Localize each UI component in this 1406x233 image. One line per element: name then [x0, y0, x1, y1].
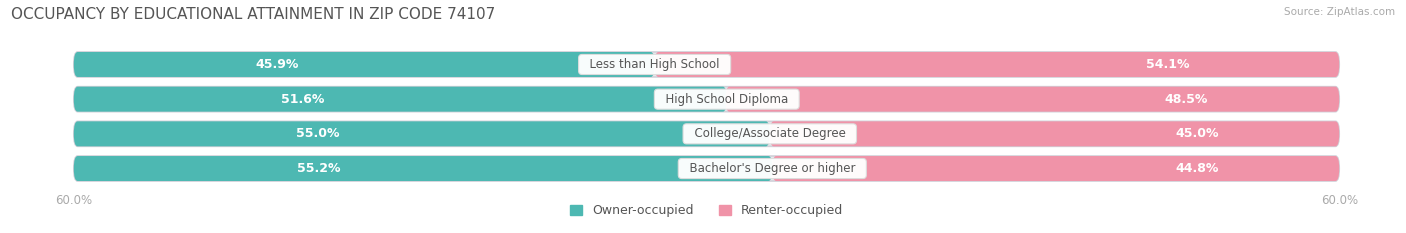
FancyBboxPatch shape [73, 156, 1340, 181]
Text: OCCUPANCY BY EDUCATIONAL ATTAINMENT IN ZIP CODE 74107: OCCUPANCY BY EDUCATIONAL ATTAINMENT IN Z… [11, 7, 495, 22]
FancyBboxPatch shape [73, 156, 772, 181]
Text: 44.8%: 44.8% [1175, 162, 1219, 175]
Legend: Owner-occupied, Renter-occupied: Owner-occupied, Renter-occupied [565, 199, 848, 222]
Text: 54.1%: 54.1% [1146, 58, 1189, 71]
FancyBboxPatch shape [73, 52, 1340, 77]
Text: Source: ZipAtlas.com: Source: ZipAtlas.com [1284, 7, 1395, 17]
FancyBboxPatch shape [772, 156, 1340, 181]
FancyBboxPatch shape [73, 87, 727, 112]
FancyBboxPatch shape [770, 121, 1340, 146]
FancyBboxPatch shape [73, 52, 655, 77]
FancyBboxPatch shape [73, 87, 1340, 112]
Text: 55.2%: 55.2% [297, 162, 340, 175]
Text: College/Associate Degree: College/Associate Degree [686, 127, 853, 140]
FancyBboxPatch shape [725, 87, 1340, 112]
Text: 45.0%: 45.0% [1175, 127, 1219, 140]
FancyBboxPatch shape [655, 52, 1340, 77]
Text: 51.6%: 51.6% [281, 93, 323, 106]
FancyBboxPatch shape [73, 121, 1340, 146]
Text: 48.5%: 48.5% [1164, 93, 1208, 106]
Text: Bachelor's Degree or higher: Bachelor's Degree or higher [682, 162, 863, 175]
Text: 45.9%: 45.9% [256, 58, 299, 71]
Text: 55.0%: 55.0% [295, 127, 339, 140]
FancyBboxPatch shape [73, 121, 770, 146]
Text: Less than High School: Less than High School [582, 58, 727, 71]
Text: High School Diploma: High School Diploma [658, 93, 796, 106]
